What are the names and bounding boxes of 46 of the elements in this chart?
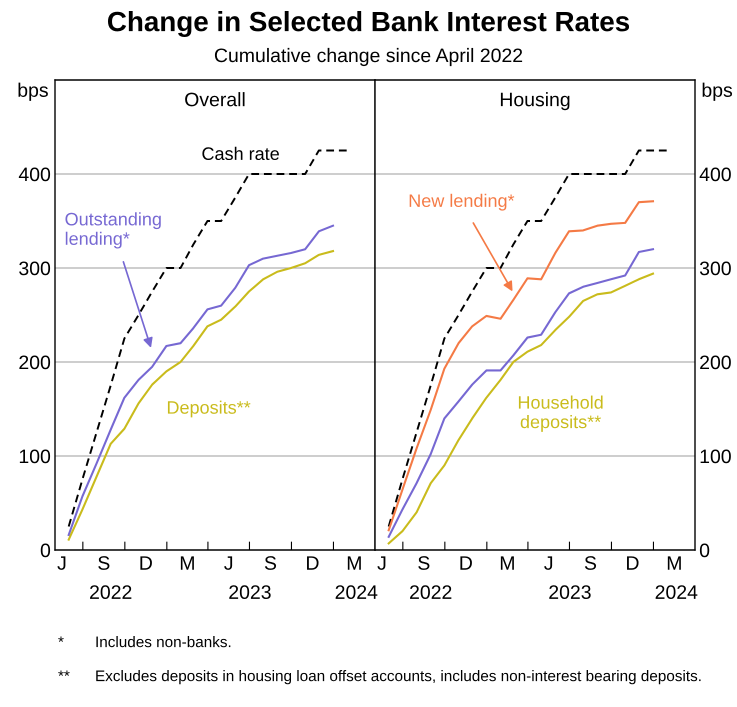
- line-series: [388, 150, 668, 528]
- x-tick-label: 2022: [410, 585, 452, 600]
- y-axis-title: bps: [702, 82, 732, 101]
- text: J: [57, 556, 66, 570]
- y-tick-label: 0: [40, 543, 50, 558]
- y-tick-label: 100: [20, 449, 50, 464]
- text: J: [544, 556, 552, 570]
- chart-subtitle: Cumulative change since April 2022: [214, 48, 522, 66]
- text: S: [98, 556, 110, 570]
- y-tick-label: 0: [700, 543, 710, 558]
- text: Outstanding lending*: [65, 212, 161, 249]
- y-tick-label: 400: [18, 167, 50, 182]
- x-tick-label: 2023: [549, 585, 591, 600]
- text: * Includes non-banks.: [58, 636, 230, 648]
- annotation: Housing: [500, 92, 570, 110]
- series-label: Household deposits**: [518, 396, 603, 432]
- x-tick-label: 2023: [229, 585, 271, 600]
- text: M: [180, 556, 194, 570]
- y-tick-label: 200: [19, 355, 50, 370]
- annotation: Overall: [185, 92, 244, 106]
- text: D: [140, 556, 152, 570]
- x-tick-label: 2024: [656, 585, 698, 600]
- text: D: [460, 556, 472, 570]
- text: J: [377, 556, 386, 570]
- y-tick-label: 200: [700, 355, 731, 370]
- x-tick-label: 2022: [90, 585, 132, 600]
- text: M: [500, 556, 514, 570]
- y-tick-label: 400: [700, 167, 731, 182]
- y-axis-title: bps: [18, 82, 48, 101]
- chart-title: Change in Selected Bank Interest Rates: [108, 10, 630, 38]
- y-tick-label: 100: [700, 449, 731, 464]
- text: New lending*: [410, 194, 514, 211]
- text: M: [668, 556, 681, 570]
- text: S: [264, 556, 276, 570]
- text: J: [224, 556, 232, 570]
- y-tick-label: 300: [700, 261, 731, 276]
- x-tick-label: 2024: [336, 585, 378, 600]
- series-label: Deposits**: [168, 400, 250, 418]
- text: S: [584, 556, 596, 570]
- y-tick-label: 300: [19, 261, 50, 276]
- text: D: [307, 556, 319, 570]
- text: M: [348, 556, 361, 570]
- text: S: [418, 556, 430, 570]
- text: D: [627, 556, 639, 570]
- text: ** Excludes deposits in housing loan offset accounts, includes non-interest bearing deposits.: [58, 670, 701, 684]
- series-label: Cash rate: [202, 146, 279, 160]
